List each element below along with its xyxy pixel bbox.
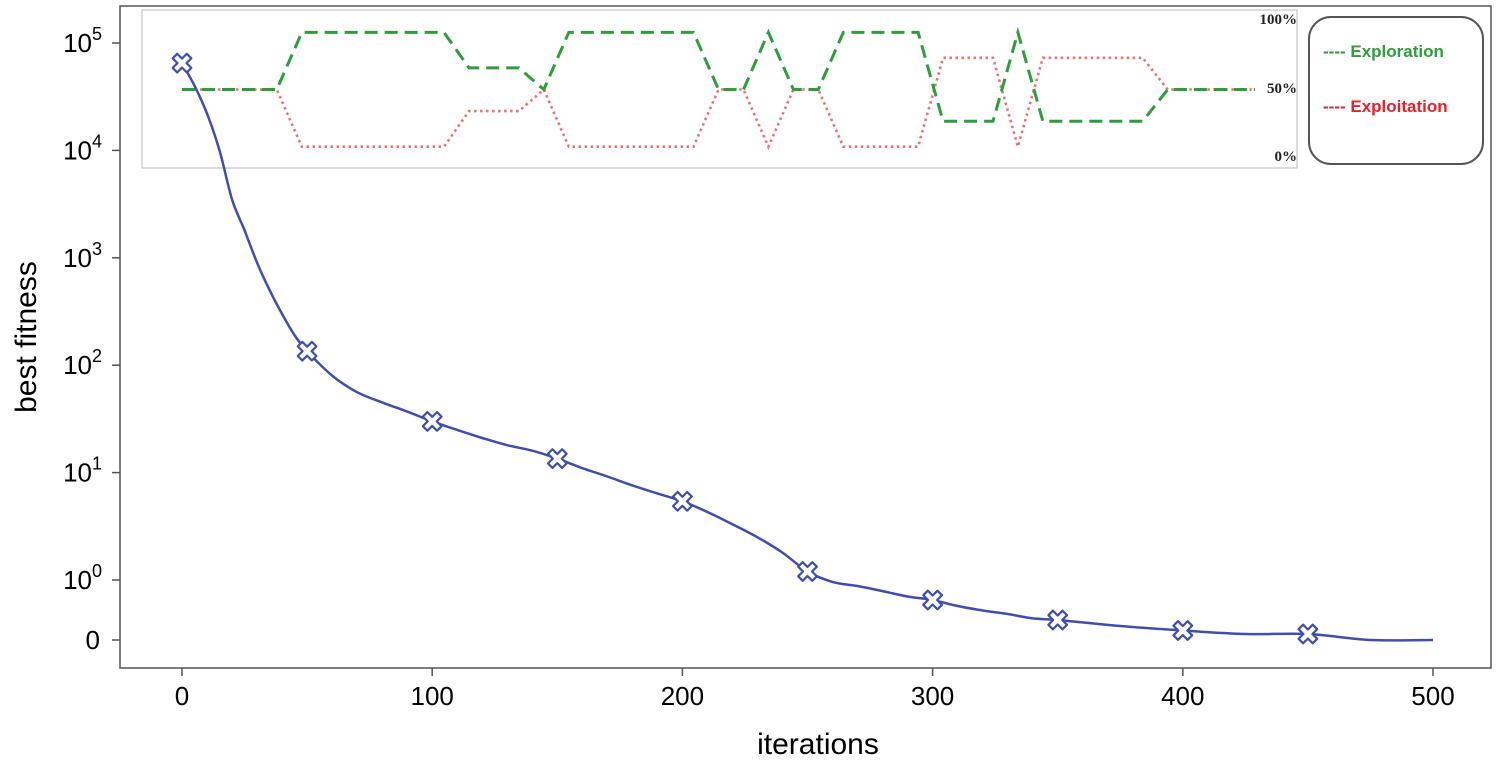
- exploration-line: [182, 26, 1255, 123]
- legend-exploitation-label: ---- Exploitation: [1323, 97, 1448, 116]
- fitness-marker: [1172, 620, 1194, 641]
- inset-frame: [141, 9, 1298, 169]
- y-tick-label: 104: [63, 131, 102, 165]
- fitness-marker: [421, 410, 443, 432]
- inset-series-group: [182, 26, 1255, 152]
- fitness-marker: [1047, 609, 1069, 631]
- y-tick-label: 100: [63, 561, 102, 595]
- inset-y-tick-label: 0%: [1275, 149, 1298, 165]
- inset-legend-box: [1308, 16, 1484, 165]
- x-tick-label: 100: [411, 681, 454, 711]
- inset-y-ticks: 100% 50% 0%: [1260, 12, 1298, 165]
- best-fitness-line: [180, 62, 1434, 642]
- inset-y-tick-label: 50%: [1267, 81, 1297, 97]
- exploitation-line: [182, 56, 1255, 152]
- x-tick-label: 400: [1161, 681, 1204, 711]
- y-axis-ticks: 105 104 103 102 101 100 0: [63, 24, 120, 655]
- y-tick-label: 102: [63, 346, 102, 380]
- main-series-group: [180, 62, 1434, 642]
- x-axis-title: iterations: [757, 728, 879, 761]
- y-axis-title: best fitness: [10, 261, 43, 413]
- y-tick-label: 105: [63, 24, 102, 58]
- fitness-marker: [1297, 623, 1319, 645]
- fitness-marker: [922, 589, 944, 611]
- fitness-marker: [671, 490, 693, 512]
- main-markers-group: [171, 52, 1319, 645]
- fitness-marker: [296, 340, 318, 362]
- x-tick-label: 200: [661, 681, 704, 711]
- fitness-marker: [546, 448, 568, 470]
- y-tick-label: 101: [63, 454, 102, 488]
- plot-area-frame: [119, 5, 1492, 669]
- x-tick-label: 0: [175, 681, 189, 711]
- x-axis-ticks: 0 100 200 300 400 500: [175, 668, 1455, 711]
- legend-exploration-label: ---- Exploration: [1323, 42, 1444, 61]
- fitness-marker: [797, 561, 818, 582]
- fitness-marker: [171, 52, 193, 74]
- x-tick-label: 300: [911, 681, 954, 711]
- inset-y-tick-label: 100%: [1260, 12, 1298, 28]
- y-tick-label: 0: [86, 625, 100, 655]
- x-tick-label: 500: [1411, 681, 1454, 711]
- y-tick-label: 103: [63, 239, 102, 273]
